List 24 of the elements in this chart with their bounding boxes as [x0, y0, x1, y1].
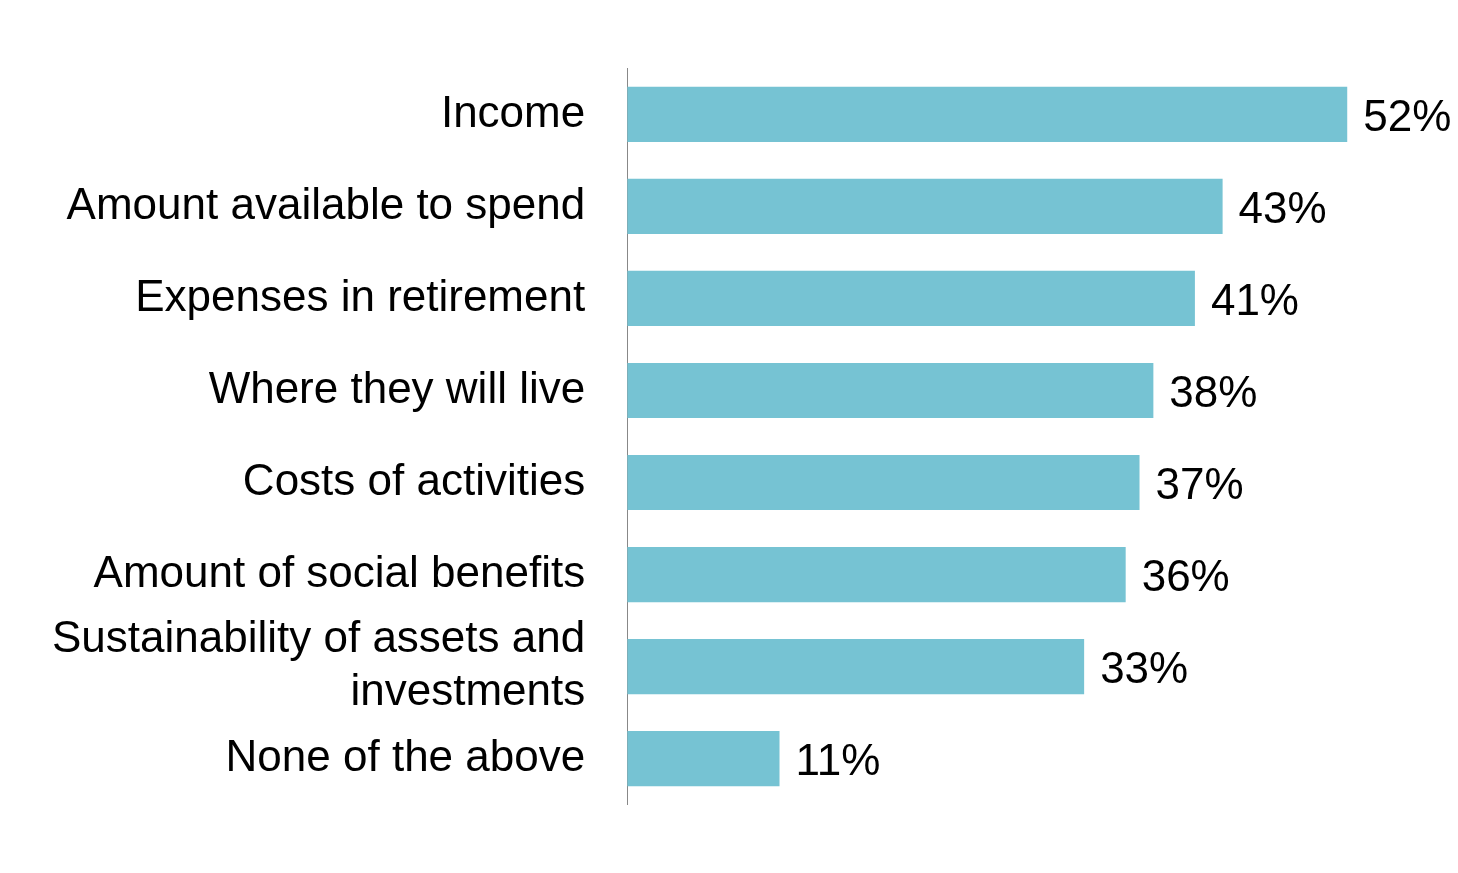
y-tick-label: Amount available to spend — [66, 178, 586, 228]
bar — [627, 178, 1223, 235]
data-label: 41% — [1210, 274, 1299, 324]
data-label: 52% — [1363, 90, 1452, 140]
data-label: 33% — [1100, 642, 1189, 692]
bar — [627, 86, 1348, 143]
bar — [627, 730, 780, 787]
y-tick-label: Income — [440, 86, 586, 136]
data-label: 38% — [1169, 366, 1258, 416]
data-label: 36% — [1141, 550, 1230, 600]
data-label: 43% — [1238, 182, 1327, 232]
bar — [627, 362, 1154, 419]
y-tick-label: Amount of social benefits — [93, 546, 586, 596]
y-tick-label: None of the above — [225, 730, 586, 780]
y-tick-label: Costs of activities — [242, 454, 586, 504]
bar — [627, 270, 1195, 327]
data-label: 37% — [1155, 458, 1244, 508]
y-tick-label: Expenses in retirement — [135, 270, 586, 320]
bar — [627, 546, 1126, 603]
data-label: 11% — [795, 734, 881, 784]
bar — [627, 638, 1085, 695]
bar — [627, 454, 1140, 511]
y-tick-label: Sustainability of assets and investments — [52, 612, 586, 715]
y-tick-label: Where they will live — [208, 362, 586, 412]
